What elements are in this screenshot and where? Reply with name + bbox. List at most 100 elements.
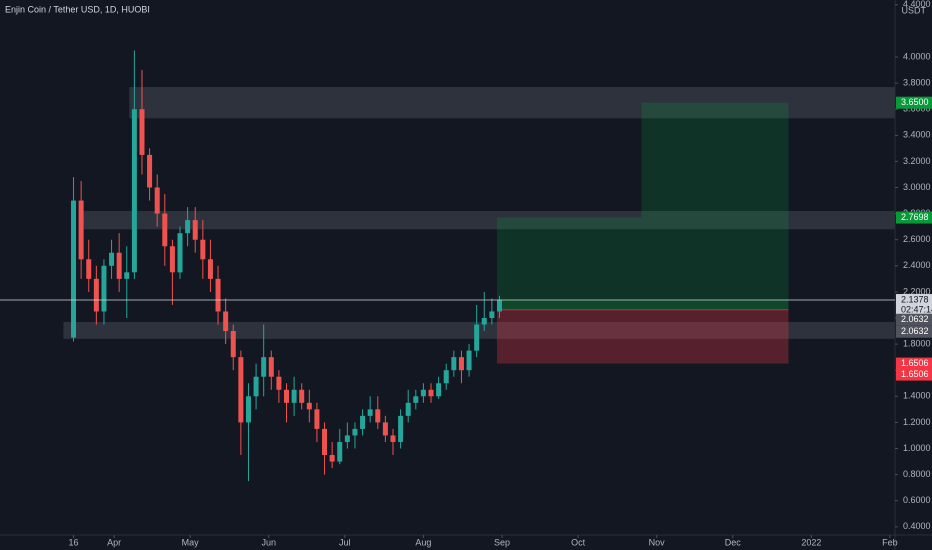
candle-body [261, 357, 267, 377]
candle-body [162, 213, 168, 247]
x-tick-label: Jun [261, 537, 276, 547]
y-tick-label: 3.2000 [903, 156, 931, 166]
candle-body [245, 396, 251, 423]
target-label-bg [896, 96, 932, 109]
candle-body [71, 200, 77, 338]
candle-body [291, 389, 297, 403]
candle-body [139, 109, 145, 155]
y-axis-unit: USDT [902, 5, 927, 15]
candle-body [238, 357, 244, 423]
y-tick-label: 0.6000 [903, 495, 931, 505]
zone [81, 210, 895, 230]
x-tick-label: Nov [649, 537, 666, 547]
y-tick-label: 3.0000 [903, 182, 931, 192]
candle-body [474, 324, 480, 351]
x-tick-label: 2022 [801, 537, 821, 547]
candle-body [284, 389, 290, 403]
countdown-label: 02:47:14 [901, 304, 932, 314]
y-tick-label: 3.8000 [903, 77, 931, 87]
x-tick-label: Feb [882, 537, 898, 547]
candle-body [268, 357, 274, 377]
candle-body [299, 389, 305, 403]
stop-label: 1.6506 [901, 369, 929, 379]
x-tick-label: May [182, 537, 200, 547]
target1-label-bg [896, 211, 932, 224]
candle-body [420, 389, 426, 397]
y-tick-label: 2.4000 [903, 260, 931, 270]
candle-body [398, 415, 404, 442]
stop-label-bg [896, 368, 932, 381]
candle-body [466, 350, 472, 371]
y-tick-label: 1.0000 [903, 443, 931, 453]
x-tick-label: 16 [69, 537, 79, 547]
entry-label-bg [896, 313, 932, 326]
candle-body [215, 278, 221, 312]
x-tick-label: Sep [494, 537, 510, 547]
x-tick-label: Aug [415, 537, 431, 547]
y-tick-label: 2.6000 [903, 234, 931, 244]
last-price-bg [896, 294, 932, 317]
x-tick-label: Apr [107, 537, 121, 547]
y-tick-label: 2.2000 [903, 286, 931, 296]
candle-body [382, 422, 388, 436]
candle-body [329, 455, 335, 462]
profit-zone [641, 102, 789, 218]
profit-zone [496, 217, 789, 310]
candle-body [322, 428, 328, 456]
candle-body [276, 376, 282, 390]
y-tick-label: 1.8000 [903, 338, 931, 348]
candle-body [78, 200, 84, 260]
candle-body [207, 259, 213, 279]
progress-zone [496, 300, 789, 310]
candle-body [230, 331, 236, 358]
candle-body [116, 252, 122, 279]
candle-body [436, 383, 442, 397]
candle-body [428, 389, 434, 397]
candle-body [131, 109, 137, 273]
y-tick-label: 3.4000 [903, 130, 931, 140]
candle-body [124, 272, 130, 279]
candle-body [390, 435, 396, 442]
zone [63, 321, 896, 339]
candle-body [360, 415, 366, 429]
candle-body [109, 252, 115, 266]
y-tick-label: 1.2000 [903, 417, 931, 427]
y-tick-label: 1.4000 [903, 391, 931, 401]
x-tick-label: Dec [725, 537, 742, 547]
candle-body [352, 428, 358, 436]
entry-label-bg [896, 325, 932, 338]
candle-body [86, 259, 92, 279]
candle-body [253, 376, 259, 397]
candle-body [481, 317, 487, 325]
target1-label: 2.7698 [901, 212, 929, 222]
candle-body [169, 246, 175, 273]
entry-label: 2.0632 [901, 326, 929, 336]
candle-body [337, 441, 343, 462]
zone [129, 87, 895, 119]
y-tick-label: 0.8000 [903, 469, 931, 479]
candle-body [314, 409, 320, 429]
y-tick-label: 4.0000 [903, 51, 931, 61]
x-tick-label: Oct [571, 537, 586, 547]
candle-body [147, 154, 153, 188]
candle-body [375, 409, 381, 423]
last-price-label: 2.1378 [901, 294, 929, 304]
candle-body [101, 265, 107, 312]
candle-body [200, 239, 206, 260]
candle-body [458, 357, 464, 371]
chart-title: Enjin Coin / Tether USD, 1D, HUOBI [5, 4, 150, 14]
candle-body [443, 370, 449, 384]
candle-body [192, 220, 198, 240]
candle-body [154, 187, 160, 214]
loss-zone [496, 309, 789, 364]
candle-body [177, 233, 183, 273]
x-tick-label: Jul [339, 537, 351, 547]
candle-body [93, 278, 99, 312]
candle-body [489, 311, 495, 318]
candle-body [413, 396, 419, 403]
candle-body [185, 220, 191, 234]
entry-label: 2.0632 [901, 314, 929, 324]
